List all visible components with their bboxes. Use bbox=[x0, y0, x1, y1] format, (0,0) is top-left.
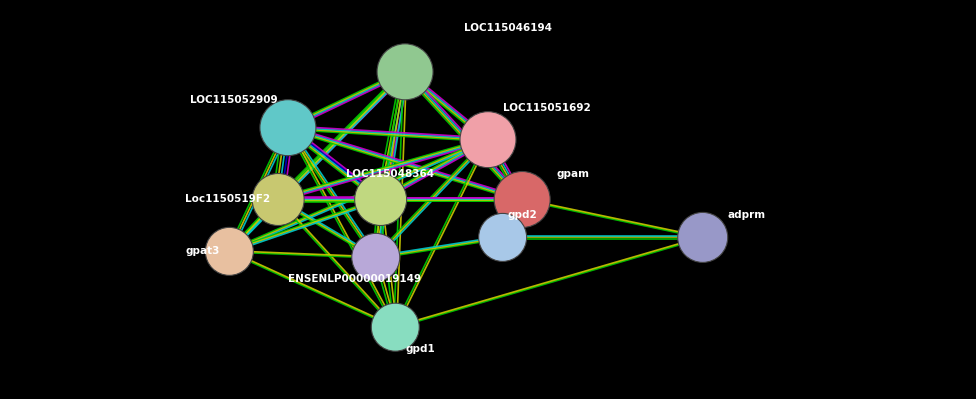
Ellipse shape bbox=[354, 174, 407, 225]
Text: LOC115046194: LOC115046194 bbox=[464, 23, 551, 33]
Text: gpam: gpam bbox=[556, 168, 590, 179]
Ellipse shape bbox=[351, 233, 400, 281]
Text: gpd2: gpd2 bbox=[508, 210, 537, 221]
Ellipse shape bbox=[494, 172, 550, 227]
Text: adprm: adprm bbox=[727, 210, 765, 221]
Text: LOC115051692: LOC115051692 bbox=[503, 103, 590, 113]
Text: LOC115052909: LOC115052909 bbox=[190, 95, 278, 105]
Text: gpd1: gpd1 bbox=[405, 344, 434, 354]
Text: ENSENLP00000019149: ENSENLP00000019149 bbox=[288, 274, 421, 284]
Ellipse shape bbox=[377, 44, 433, 100]
Ellipse shape bbox=[205, 227, 254, 275]
Ellipse shape bbox=[252, 174, 305, 225]
Text: Loc1150519F2: Loc1150519F2 bbox=[185, 194, 270, 205]
Text: gpat3: gpat3 bbox=[185, 246, 220, 257]
Ellipse shape bbox=[460, 112, 516, 168]
Ellipse shape bbox=[260, 100, 316, 156]
Ellipse shape bbox=[677, 212, 728, 263]
Ellipse shape bbox=[371, 303, 420, 351]
Text: LOC115048364: LOC115048364 bbox=[346, 168, 434, 179]
Ellipse shape bbox=[478, 213, 527, 261]
